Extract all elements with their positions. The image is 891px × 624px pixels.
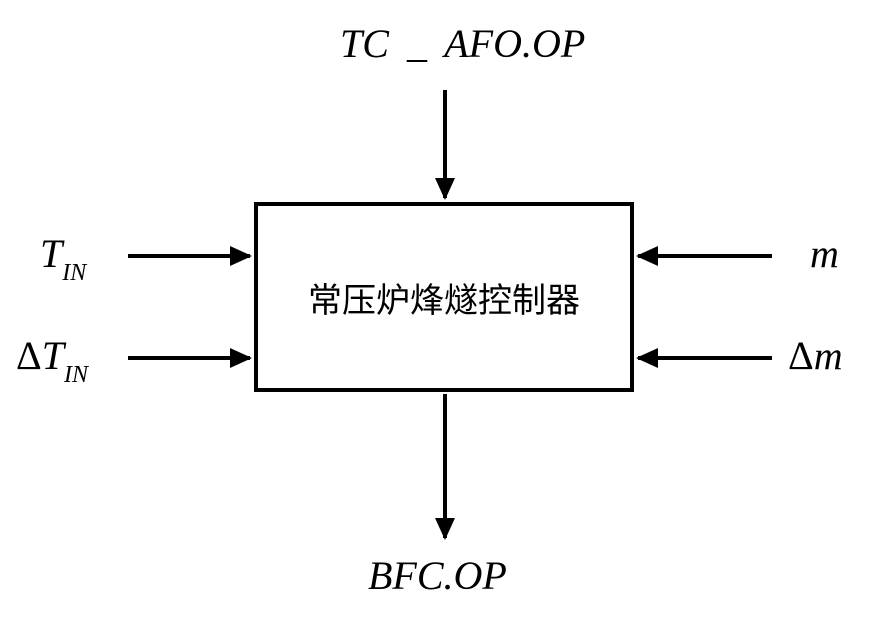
arrow-right1 <box>606 226 802 286</box>
input-label-right1: m <box>810 230 839 277</box>
arrow-left1 <box>98 226 282 286</box>
label-left2-sub: IN <box>64 362 88 388</box>
input-label-left2: ΔTIN <box>16 332 88 385</box>
label-left2-main: T <box>42 333 64 378</box>
label-right1-main: m <box>810 231 839 276</box>
arrow-left2 <box>98 328 282 388</box>
controller-block-label: 常压炉烽燧控制器 <box>308 273 580 322</box>
diagram-canvas: 常压炉烽燧控制器 TC _ AFO.OP TIN ΔTIN m Δm BFC.O… <box>0 0 891 624</box>
label-left2-delta: Δ <box>16 333 42 378</box>
arrow-right2 <box>606 328 802 388</box>
label-left1-main: T <box>40 231 62 276</box>
arrow-top <box>415 60 475 230</box>
label-left1-sub: IN <box>62 260 86 286</box>
input-label-left1: TIN <box>40 230 86 283</box>
label-top-prefix: TC <box>340 21 389 66</box>
label-right2-main: m <box>814 333 843 378</box>
arrow-bottom <box>415 364 475 570</box>
